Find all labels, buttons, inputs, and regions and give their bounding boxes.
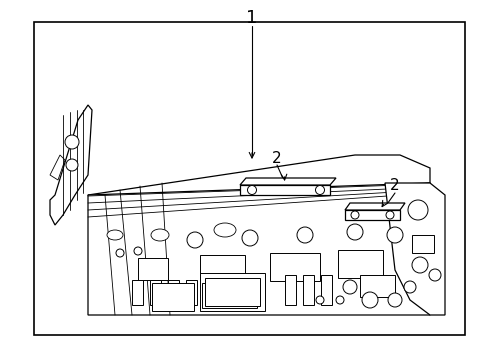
Circle shape [335,296,343,304]
Circle shape [65,135,79,149]
Circle shape [407,200,427,220]
Bar [200,255,244,280]
Text: 2: 2 [272,150,281,166]
Ellipse shape [214,223,236,237]
Circle shape [350,211,358,219]
Circle shape [247,185,256,194]
Circle shape [342,280,356,294]
Circle shape [346,224,362,240]
Bar [285,275,295,305]
Bar [204,278,260,306]
Bar [202,283,257,308]
Bar [359,275,394,297]
Circle shape [116,249,124,257]
Bar [185,280,197,305]
Circle shape [411,257,427,273]
Bar [303,275,313,305]
Circle shape [242,230,258,246]
Circle shape [385,211,393,219]
Bar [150,280,161,305]
Bar [152,283,194,311]
Text: 2: 2 [389,177,399,193]
Bar [337,250,382,278]
Bar [269,253,319,281]
Polygon shape [88,155,429,218]
Polygon shape [50,155,65,180]
Bar [138,258,168,280]
Bar [411,235,433,253]
Bar [200,273,264,311]
Circle shape [387,293,401,307]
Polygon shape [88,183,429,315]
Circle shape [403,281,415,293]
Ellipse shape [151,229,169,241]
Circle shape [134,247,142,255]
Bar [132,280,142,305]
Polygon shape [240,178,335,185]
Ellipse shape [107,230,123,240]
Circle shape [386,227,402,243]
Circle shape [428,269,440,281]
Bar [168,280,179,305]
Circle shape [186,232,203,248]
Bar [34,22,464,335]
Circle shape [361,292,377,308]
Circle shape [315,296,324,304]
Bar [320,275,331,305]
Polygon shape [345,210,399,220]
Polygon shape [345,203,404,210]
Circle shape [66,159,78,171]
Text: 1: 1 [246,9,257,27]
Circle shape [296,227,312,243]
Polygon shape [240,185,329,195]
Circle shape [315,185,324,194]
Polygon shape [384,183,444,315]
Polygon shape [50,105,92,225]
